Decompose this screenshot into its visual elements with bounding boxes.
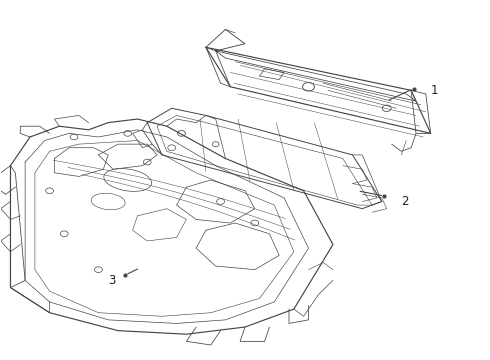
Text: 1: 1 [431, 84, 438, 97]
Text: 3: 3 [108, 274, 116, 287]
Text: 2: 2 [401, 195, 409, 208]
